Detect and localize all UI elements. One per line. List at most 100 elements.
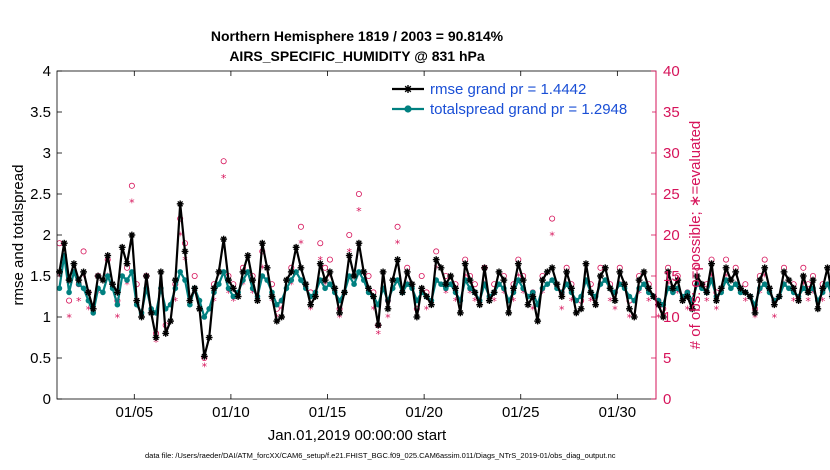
totalspread-point (737, 289, 744, 296)
obs-evaluated-point: * (757, 287, 763, 300)
rmse-point (775, 293, 783, 300)
legend-spread-marker (404, 105, 412, 113)
obs-evaluated-point: * (260, 262, 266, 275)
obs-evaluated-point: * (173, 295, 179, 308)
rmse-point (186, 297, 194, 304)
data-file-footnote: data file: /Users/raeder/DAI/ATM_forcXX/… (145, 451, 616, 460)
left-axis: 0 0.5 1 1.5 2 2.5 3 3.5 4 (30, 63, 62, 408)
obs-evaluated-point: * (549, 230, 555, 243)
totalspread-point (641, 281, 647, 288)
rmse-point (128, 231, 136, 239)
totalspread-point (230, 293, 237, 300)
rmse-point (316, 260, 324, 268)
rmse-point (558, 293, 566, 300)
obs-possible-point (346, 231, 353, 238)
rmse-point (442, 280, 450, 288)
legend-box (386, 77, 652, 121)
totalspread-point (187, 301, 193, 308)
obs-evaluated-point: * (743, 295, 749, 308)
rmse-point (345, 252, 353, 259)
totalspread-point (602, 277, 609, 283)
obs-possible-point (297, 223, 304, 230)
obs-evaluated-point: * (675, 287, 681, 300)
obs-evaluated-point: * (520, 287, 526, 300)
rmse-point (601, 264, 609, 272)
y-tick-label: 0 (43, 391, 51, 408)
rmse-point (582, 260, 590, 268)
obs-possible-point (694, 264, 701, 271)
obs-possible-point (326, 256, 333, 263)
rmse-point (688, 305, 696, 313)
rmse-point (621, 280, 629, 288)
obs-evaluated-point: * (231, 295, 237, 308)
y-tick-label: 3 (43, 145, 51, 162)
obs-evaluated-point: * (607, 295, 613, 308)
obs-evaluated-point: * (289, 279, 295, 292)
rmse-point (539, 276, 546, 284)
rmse-point (360, 268, 368, 276)
rmse-point (548, 264, 556, 272)
rmse-point (703, 289, 711, 296)
totalspread-point (728, 285, 734, 292)
y-right-tick-label: 15 (663, 268, 680, 285)
totalspread-point (467, 285, 473, 292)
totalspread-point (447, 281, 454, 288)
x-tick-label: 01/05 (116, 404, 154, 421)
x-tick-label: 01/30 (599, 404, 637, 421)
x-tick-label: 01/10 (212, 404, 250, 421)
rmse-point (466, 276, 474, 284)
obs-evaluated-point: * (627, 312, 633, 325)
totalspread-point (549, 277, 555, 283)
rmse-point (597, 272, 604, 280)
rmse-point (398, 289, 406, 296)
obs-possible-point (66, 297, 73, 304)
rmse-point (142, 272, 150, 280)
rmse-point (490, 289, 498, 296)
rmse-point (543, 268, 551, 276)
obs-evaluated-point: * (472, 295, 478, 308)
totalspread-point (182, 277, 188, 283)
obs-evaluated-point: * (810, 287, 816, 300)
totalspread-point (515, 277, 522, 283)
rmse-point (785, 276, 793, 284)
rmse-point (423, 293, 430, 300)
y-tick-label: 1.5 (30, 268, 51, 285)
obs-possible-point (80, 248, 87, 255)
rmse-point (790, 284, 798, 292)
x-tick-label: 01/15 (309, 404, 347, 421)
totalspread-point (786, 285, 792, 292)
obs-evaluated-point: * (723, 271, 729, 284)
obs-evaluated-point: * (805, 295, 811, 308)
rmse-point (307, 301, 315, 309)
totalspread-point (356, 269, 362, 275)
rmse-point (437, 264, 445, 272)
totalspread-point (824, 281, 830, 287)
rmse-point (766, 284, 773, 292)
totalspread-point (298, 277, 304, 283)
rmse-point (75, 276, 83, 284)
rmse-point (355, 239, 363, 247)
obs-possible-point (394, 223, 401, 230)
rmse-point (278, 313, 286, 321)
rmse-point (510, 284, 517, 292)
totalspread-point (684, 289, 691, 296)
obs-evaluated-point: * (516, 271, 522, 284)
rmse-point (635, 276, 643, 284)
obs-evaluated-point: * (76, 295, 82, 308)
rmse-point (485, 297, 493, 304)
rmse-point (751, 309, 759, 317)
obs-evaluated-point: * (752, 312, 758, 325)
totalspread-point (530, 289, 536, 296)
rmse-point (770, 301, 778, 309)
rmse-point (118, 243, 126, 251)
obs-possible-point (220, 158, 227, 165)
obs-possible-point (800, 264, 807, 271)
obs-evaluated-point: * (820, 295, 826, 308)
rmse-point (795, 297, 802, 304)
rmse-point (191, 284, 199, 292)
chart-title: Northern Hemisphere 1819 / 2003 = 90.814… (211, 28, 504, 44)
rmse-point (263, 264, 271, 272)
rmse-point (109, 280, 116, 288)
totalspread-point (394, 277, 401, 283)
rmse-point (60, 239, 68, 247)
